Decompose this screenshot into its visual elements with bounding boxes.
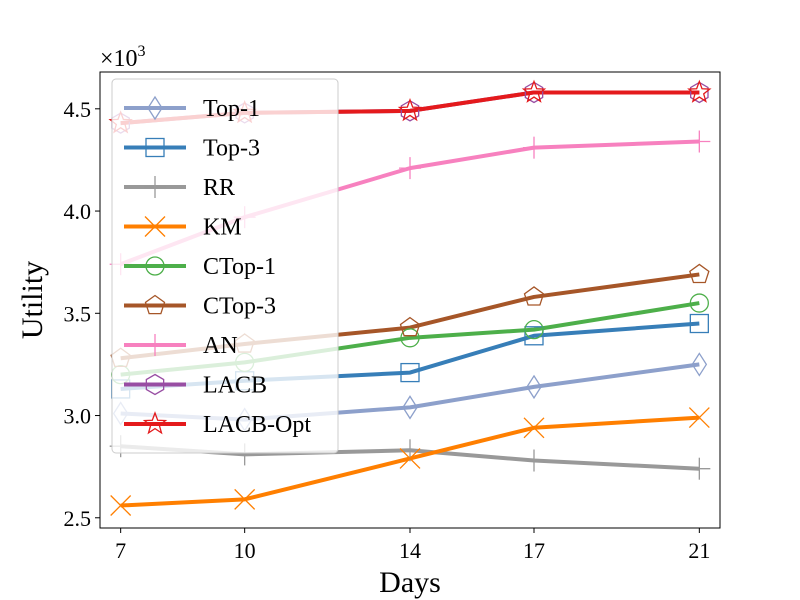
data-point-km [523, 417, 545, 439]
data-point-km [399, 448, 421, 469]
legend-item-lacb: LACB [124, 373, 267, 399]
data-point-top-1 [691, 352, 708, 377]
y-tick-label: 3.5 [64, 301, 92, 326]
legend-item-lacb-opt: LACB-Opt [124, 411, 311, 438]
data-point-an [523, 136, 545, 159]
legend-label-top-1: Top-1 [203, 96, 260, 122]
legend-item-ctop-3: CTop-3 [124, 294, 276, 320]
data-point-top-3 [524, 326, 544, 346]
data-point-an [399, 157, 421, 180]
x-tick-label: 7 [115, 538, 126, 563]
legend-label-lacb: LACB [203, 373, 267, 399]
legend-marker-km [144, 216, 166, 237]
legend-label-km: KM [203, 215, 242, 241]
data-point-ctop-3 [689, 263, 710, 284]
data-point-lacb [400, 100, 420, 122]
y-axis-multiplier-exponent: 3 [138, 43, 146, 60]
legend-item-ctop-1: CTop-1 [124, 254, 276, 280]
data-point-top-3 [689, 313, 709, 334]
data-point-ctop-1 [689, 293, 709, 313]
legend-box [111, 78, 339, 454]
data-point-km [688, 407, 710, 429]
data-point-lacb [524, 81, 544, 104]
legend-item-km: KM [124, 215, 242, 241]
y-tick-label: 2.5 [64, 506, 92, 531]
data-point-km [234, 488, 256, 510]
legend-marker-ctop-3 [144, 294, 166, 315]
data-point-rr [523, 449, 545, 472]
x-axis-label: Days [379, 566, 441, 599]
y-axis-multiplier-base: ×10 [100, 46, 138, 72]
legend-item-top-3: Top-3 [124, 136, 260, 162]
legend-marker-top-3 [145, 137, 165, 158]
y-axis: 2.5 3.0 3.5 4.0 4.5 [64, 97, 100, 531]
data-point-lacb [690, 81, 709, 104]
data-point-top-3 [400, 362, 420, 383]
legend-marker-top-1 [147, 95, 163, 121]
data-point-lacb-opt [397, 97, 423, 122]
data-point-ctop-3 [399, 316, 421, 337]
x-tick-label: 14 [399, 538, 421, 563]
legend-label-top-3: Top-3 [203, 136, 260, 162]
legend-label-ctop-1: CTop-1 [203, 254, 276, 280]
legend-item-rr: RR [124, 175, 235, 201]
legend-item-top-1: Top-1 [124, 95, 260, 122]
data-point-an [688, 130, 711, 153]
y-tick-label: 3.0 [64, 404, 92, 429]
legend-marker-lacb-opt [142, 411, 168, 435]
y-tick-label: 4.5 [64, 97, 92, 122]
legend-label-lacb-opt: LACB-Opt [203, 412, 311, 438]
y-axis-label: Utility [16, 261, 49, 339]
legend-label-ctop-3: CTop-3 [203, 294, 276, 320]
x-tick-label: 10 [234, 538, 256, 563]
x-tick-label: 21 [688, 538, 710, 563]
y-axis-multiplier: ×103 [100, 43, 146, 72]
data-point-ctop-1 [524, 320, 544, 340]
legend-marker-rr [144, 176, 166, 198]
data-point-ctop-3 [523, 286, 545, 306]
x-axis: 7 10 14 17 21 [115, 528, 710, 563]
data-point-ctop-1 [400, 328, 420, 348]
data-point-km [110, 495, 132, 516]
legend-label-an: AN [203, 333, 238, 359]
data-point-top-1 [402, 395, 418, 420]
legend: Top-1 Top-3 RR KM CTop-1 CTop-3 AN LACB LACB-Opt [111, 78, 339, 454]
legend-item-an: AN [124, 333, 238, 359]
legend-marker-lacb [145, 373, 165, 396]
data-point-lacb-opt [687, 79, 712, 103]
data-point-lacb-opt [521, 79, 547, 103]
data-point-top-1 [526, 374, 542, 400]
data-point-rr [688, 457, 711, 480]
legend-marker-ctop-1 [145, 256, 165, 276]
y-tick-label: 4.0 [64, 199, 92, 224]
x-tick-label: 17 [523, 538, 545, 563]
legend-label-rr: RR [203, 175, 235, 201]
legend-marker-an [144, 334, 166, 356]
